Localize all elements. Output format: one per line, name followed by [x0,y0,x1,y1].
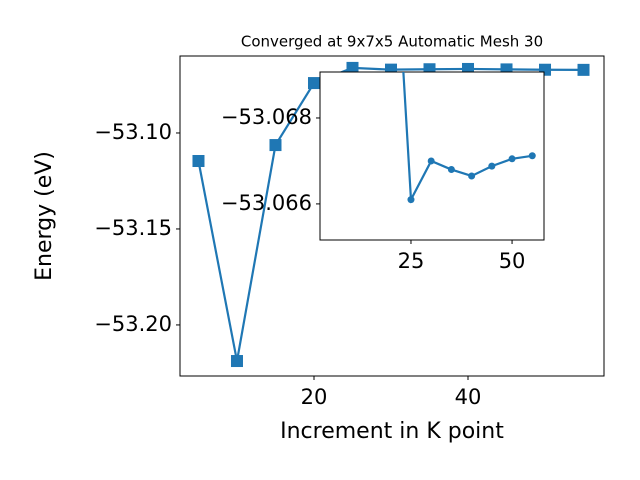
marker [539,63,552,76]
marker [307,77,320,90]
y-axis-label: Energy (eV) [32,151,57,281]
plot-area [319,71,545,241]
series-group [192,61,590,368]
marker [230,355,243,368]
x-tick-label: 20 [301,385,328,409]
marker [488,162,496,170]
series-group [402,72,536,204]
y-tick-label: −53.10 [94,120,172,144]
x-tick-label: 40 [455,385,482,409]
marker [192,155,205,168]
marker [508,155,516,163]
marker [468,172,476,180]
y-tick-label: −53.068 [221,105,312,129]
chart-title: Converged at 9x7x5 Automatic Mesh 30 [241,33,543,51]
y-tick-label: −53.066 [221,191,312,215]
x-tick-label: 50 [499,249,526,273]
marker [346,61,359,74]
marker [427,157,435,165]
marker [528,152,536,160]
x-axis-label: Increment in K point [280,419,504,444]
marker [407,196,415,204]
marker [447,166,455,174]
marker [269,139,282,152]
y-tick-label: −53.20 [94,312,172,336]
marker [577,63,590,76]
line [402,72,533,204]
marker [423,63,436,76]
y-tick-label: −53.15 [94,216,172,240]
x-tick-label: 25 [398,249,425,273]
